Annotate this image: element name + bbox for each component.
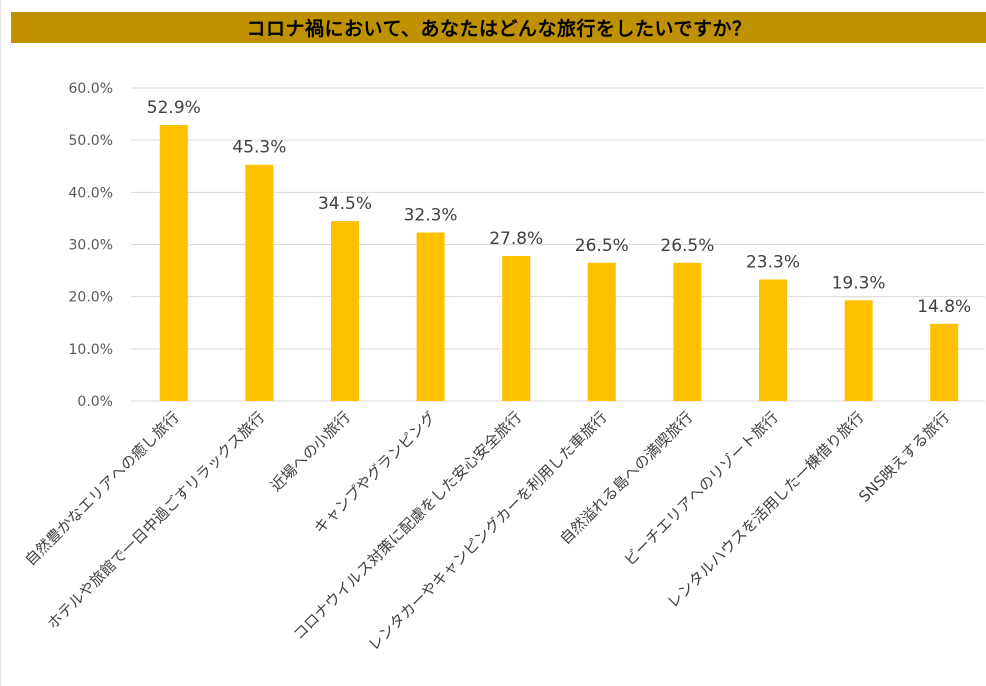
y-tick-label: 20.0%: [69, 290, 113, 306]
data-label: 23.3%: [746, 252, 800, 272]
data-label: 26.5%: [660, 236, 714, 256]
bar: [759, 279, 787, 401]
bar: [845, 300, 873, 401]
data-label: 32.3%: [404, 206, 458, 226]
data-label: 45.3%: [232, 138, 286, 158]
data-label: 19.3%: [832, 273, 886, 293]
bar: [502, 256, 530, 401]
category-labels: 自然豊かなエリアへの癒し旅行ホテルや旅館で一日中過ごすリラックス旅行近場への小旅…: [21, 408, 953, 654]
x-tick-label: 近場への小旅行: [267, 408, 354, 495]
y-tick-label: 60.0%: [69, 81, 113, 97]
y-axis-ticks: 0.0% 10.0% 20.0% 30.0% 40.0% 50.0% 60.0%: [69, 81, 113, 410]
x-tick-label: レンタルハウスを活用した一棟借り旅行: [664, 408, 868, 612]
bar: [673, 263, 701, 401]
x-tick-label: 自然豊かなエリアへの癒し旅行: [21, 408, 182, 569]
data-label: 14.8%: [917, 297, 971, 317]
bar: [930, 324, 958, 401]
bar: [331, 221, 359, 401]
y-tick-label: 0.0%: [77, 394, 113, 410]
data-label: 34.5%: [318, 194, 372, 214]
data-label: 27.8%: [489, 229, 543, 249]
data-label: 52.9%: [147, 98, 201, 118]
y-tick-label: 10.0%: [69, 342, 113, 358]
bar: [245, 165, 273, 401]
bar: [417, 233, 445, 401]
bar: [160, 125, 188, 401]
y-tick-label: 50.0%: [69, 133, 113, 149]
x-tick-label: ビーチエリアへのリゾート旅行: [621, 408, 782, 569]
y-tick-label: 40.0%: [69, 185, 113, 201]
bar: [588, 263, 616, 401]
bars: [160, 125, 958, 401]
data-label: 26.5%: [575, 236, 629, 256]
x-tick-label: SNS映えする旅行: [855, 408, 953, 506]
y-tick-label: 30.0%: [69, 238, 113, 254]
